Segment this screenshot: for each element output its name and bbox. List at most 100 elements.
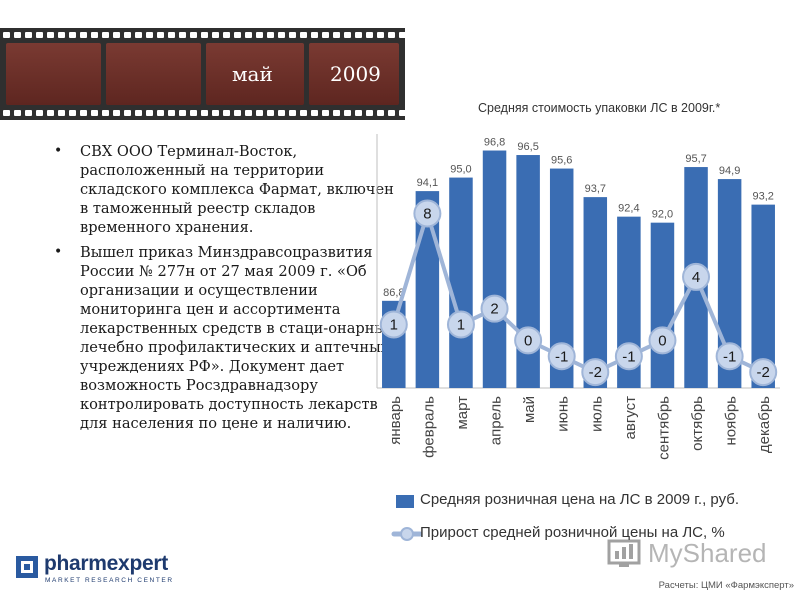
bullet-item: Вышел приказ Минздравсоцразвития России … — [54, 243, 398, 433]
legend-line-swatch — [391, 527, 423, 541]
film-hole — [344, 110, 351, 116]
film-hole — [201, 110, 208, 116]
bar-value-label: 92,4 — [618, 203, 639, 215]
film-hole — [113, 32, 120, 38]
film-hole — [58, 110, 65, 116]
bar-value-label: 94,9 — [719, 165, 740, 177]
watermark-text: MyShared — [648, 538, 767, 568]
bar-value-label: 95,6 — [551, 155, 572, 167]
film-frame — [6, 43, 101, 105]
bar-value-label: 96,5 — [517, 141, 538, 153]
film-hole — [91, 32, 98, 38]
film-hole — [223, 110, 230, 116]
x-tick-label: сентябрь — [655, 396, 672, 460]
film-strip-header: май 2009 — [0, 28, 406, 120]
film-hole — [256, 32, 263, 38]
watermark-icon — [607, 539, 641, 567]
film-hole — [168, 110, 175, 116]
growth-value-label: 4 — [692, 269, 700, 286]
x-tick-label: июнь — [555, 396, 572, 432]
film-hole — [146, 32, 153, 38]
bar-value-label: 86,8 — [383, 287, 404, 299]
film-hole — [311, 32, 318, 38]
news-bullet-list: СВХ ООО Терминал-Восток, расположенный н… — [52, 142, 398, 439]
growth-value-label: -1 — [723, 348, 736, 365]
film-hole — [333, 110, 340, 116]
film-hole — [14, 110, 21, 116]
film-hole — [113, 110, 120, 116]
film-hole — [344, 32, 351, 38]
film-hole — [289, 110, 296, 116]
film-hole — [102, 32, 109, 38]
growth-point — [581, 358, 610, 387]
film-hole — [212, 110, 219, 116]
film-hole — [234, 32, 241, 38]
growth-value-label: 0 — [524, 332, 532, 349]
film-hole — [245, 110, 252, 116]
growth-point — [648, 326, 677, 355]
film-hole — [135, 32, 142, 38]
growth-point — [682, 262, 711, 291]
growth-value-label: 8 — [423, 205, 431, 222]
film-hole — [179, 110, 186, 116]
bar-value-label: 93,2 — [752, 191, 773, 203]
film-hole — [399, 110, 406, 116]
film-hole — [25, 110, 32, 116]
legend-bar-label: Средняя розничная цена на ЛС в 2009 г., … — [420, 491, 740, 508]
bar — [650, 222, 675, 388]
film-hole — [47, 110, 54, 116]
growth-value-label: -2 — [757, 364, 770, 381]
film-hole — [278, 32, 285, 38]
growth-point — [446, 310, 475, 339]
film-hole — [80, 32, 87, 38]
chart-title: Средняя стоимость упаковки ЛС в 2009г.* — [478, 101, 721, 115]
film-hole — [69, 110, 76, 116]
growth-point — [614, 342, 643, 371]
film-frame — [106, 43, 201, 105]
film-frame-month — [206, 43, 304, 105]
x-tick-label: декабрь — [756, 396, 773, 453]
bar — [449, 177, 473, 388]
bar — [482, 150, 507, 388]
film-hole — [36, 110, 43, 116]
film-frame-year — [309, 43, 399, 105]
x-tick-label: март — [454, 396, 471, 430]
film-hole — [102, 110, 109, 116]
x-tick-label: август — [622, 396, 639, 440]
growth-value-label: -1 — [622, 348, 635, 365]
growth-value-label: -1 — [555, 348, 568, 365]
film-hole — [124, 32, 131, 38]
film-hole — [322, 32, 329, 38]
film-hole — [278, 110, 285, 116]
film-perforations-top — [0, 32, 406, 38]
film-hole — [256, 110, 263, 116]
film-hole — [36, 32, 43, 38]
film-hole — [355, 110, 362, 116]
film-hole — [322, 110, 329, 116]
bar-value-label: 94,1 — [417, 177, 438, 189]
bar — [415, 191, 440, 388]
growth-point — [514, 326, 543, 355]
growth-value-label: 0 — [658, 332, 666, 349]
film-hole — [234, 110, 241, 116]
film-hole — [355, 32, 362, 38]
x-tick-label: февраль — [420, 396, 437, 458]
film-hole — [124, 110, 131, 116]
growth-value-label: 1 — [457, 317, 465, 334]
film-hole — [399, 32, 406, 38]
film-hole — [388, 32, 395, 38]
x-tick-label: май — [521, 396, 538, 423]
bar — [583, 197, 608, 388]
x-tick-label: январь — [387, 396, 404, 445]
film-hole — [201, 32, 208, 38]
film-hole — [47, 32, 54, 38]
legend-line-label: Прирост средней розничной цены на ЛС, % — [420, 524, 725, 541]
growth-value-label: -2 — [589, 364, 602, 381]
growth-value-label: 1 — [390, 317, 398, 334]
film-perforations-bottom — [0, 110, 406, 116]
bar-value-label: 95,7 — [685, 153, 706, 165]
film-hole — [267, 110, 274, 116]
film-hole — [377, 32, 384, 38]
x-tick-label: ноябрь — [723, 396, 740, 446]
film-hole — [366, 110, 373, 116]
